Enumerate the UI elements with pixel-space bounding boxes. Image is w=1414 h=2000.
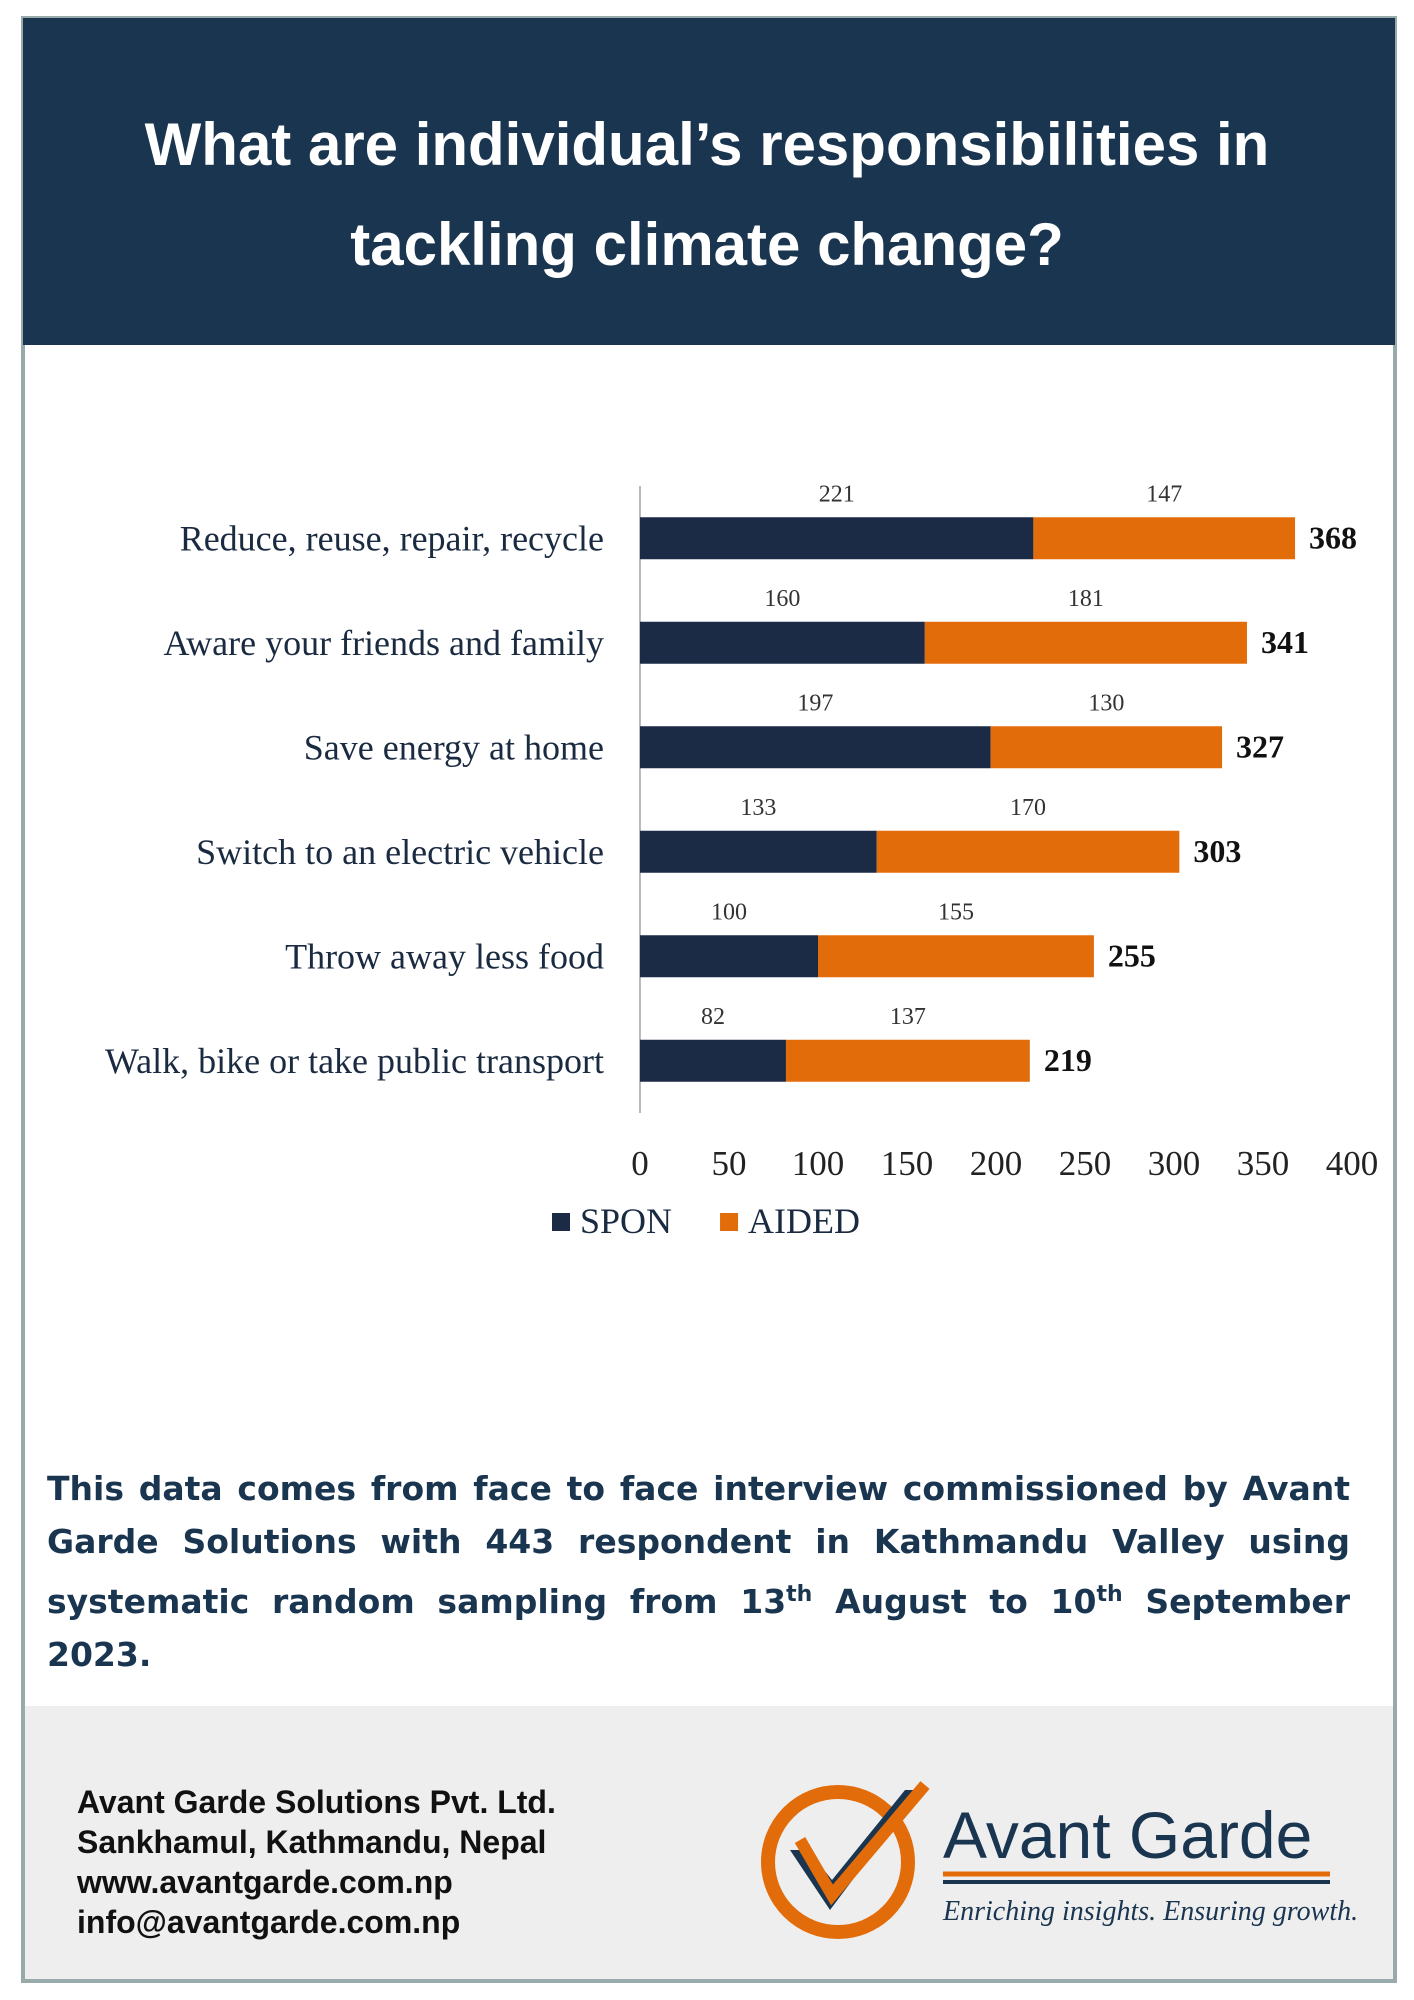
logo-ring	[761, 1785, 915, 1939]
x-tick-label: 200	[970, 1144, 1023, 1183]
legend-label: AIDED	[748, 1201, 860, 1241]
category-label: Aware your friends and family	[163, 623, 604, 663]
frame	[21, 16, 1397, 1983]
legend-swatch	[552, 1213, 570, 1231]
x-tick-label: 150	[881, 1144, 934, 1183]
bar-segment	[990, 726, 1223, 769]
value-label: 130	[1088, 690, 1124, 716]
bar-segment	[785, 1039, 1030, 1082]
total-label: 327	[1236, 728, 1284, 764]
bar-segment	[640, 1039, 786, 1082]
page-title: What are individual’s responsibilities i…	[144, 111, 1270, 278]
x-tick-label: 350	[1237, 1144, 1290, 1183]
contact-line: info@avantgarde.com.np	[77, 1904, 461, 1940]
x-tick-label: 0	[631, 1144, 649, 1183]
bar-segment	[924, 621, 1247, 664]
header-band	[23, 18, 1395, 345]
value-label: 181	[1068, 586, 1104, 612]
value-label: 82	[701, 1004, 725, 1030]
footer-band	[25, 1706, 1393, 1979]
bar-segment	[1033, 517, 1296, 560]
logo: Avant Garde Enriching insights. Ensuring…	[761, 1781, 1358, 1939]
category-label: Reduce, reuse, repair, recycle	[180, 518, 604, 558]
contact-line: Sankhamul, Kathmandu, Nepal	[77, 1824, 547, 1860]
value-label: 170	[1010, 795, 1046, 821]
logo-text: Avant Garde	[943, 1798, 1312, 1872]
x-tick-label: 400	[1326, 1144, 1379, 1183]
legend-swatch	[720, 1213, 739, 1231]
category-label: Throw away less food	[285, 936, 604, 976]
bar-segment	[876, 830, 1180, 873]
total-label: 368	[1309, 519, 1357, 555]
bar-segment	[818, 935, 1094, 978]
x-tick-label: 250	[1059, 1144, 1112, 1183]
value-label: 133	[740, 795, 776, 821]
value-label: 155	[938, 899, 974, 925]
footnote-text: September 2023.	[47, 1582, 1350, 1674]
value-label: 197	[797, 690, 833, 716]
contact: Avant Garde Solutions Pvt. Ltd. Sankhamul…	[77, 1782, 556, 1942]
bar-segment	[640, 935, 818, 978]
footnote-text: August to 10	[812, 1582, 1097, 1621]
value-label: 137	[890, 1004, 926, 1030]
value-label: 147	[1146, 481, 1182, 507]
logo-tagline: Enriching insights. Ensuring growth.	[942, 1896, 1358, 1927]
x-tick-label: 50	[712, 1144, 747, 1183]
value-label: 160	[764, 586, 800, 612]
total-label: 303	[1193, 833, 1241, 869]
footnote-text: This data comes from face to face interv…	[47, 1469, 1350, 1621]
footnote-superscript: th	[786, 1582, 813, 1607]
value-label: 221	[819, 481, 855, 507]
footnote: This data comes from face to face interv…	[47, 1462, 1350, 1681]
bar-segment	[640, 517, 1034, 560]
total-label: 255	[1108, 937, 1156, 973]
legend-label: SPON	[580, 1201, 672, 1241]
bar-segment	[640, 726, 991, 769]
footnote-superscript: th	[1096, 1582, 1123, 1607]
x-tick-label: 100	[792, 1144, 845, 1183]
category-label: Walk, bike or take public transport	[105, 1041, 604, 1081]
logo-check-accent	[794, 1781, 930, 1906]
category-label: Save energy at home	[304, 727, 604, 767]
category-label: Switch to an electric vehicle	[196, 832, 604, 872]
contact-line: Avant Garde Solutions Pvt. Ltd.	[77, 1784, 556, 1820]
total-label: 219	[1044, 1042, 1092, 1078]
total-label: 341	[1261, 624, 1309, 660]
bar-segment	[640, 621, 925, 664]
x-tick-label: 300	[1148, 1144, 1201, 1183]
chart: 0 50 100 150 200 250 300 350 400 Reduce, reuse, r…	[105, 481, 1378, 1241]
bar-segment	[640, 830, 877, 873]
contact-line: www.avantgarde.com.np	[77, 1864, 453, 1900]
value-label: 100	[711, 899, 747, 925]
